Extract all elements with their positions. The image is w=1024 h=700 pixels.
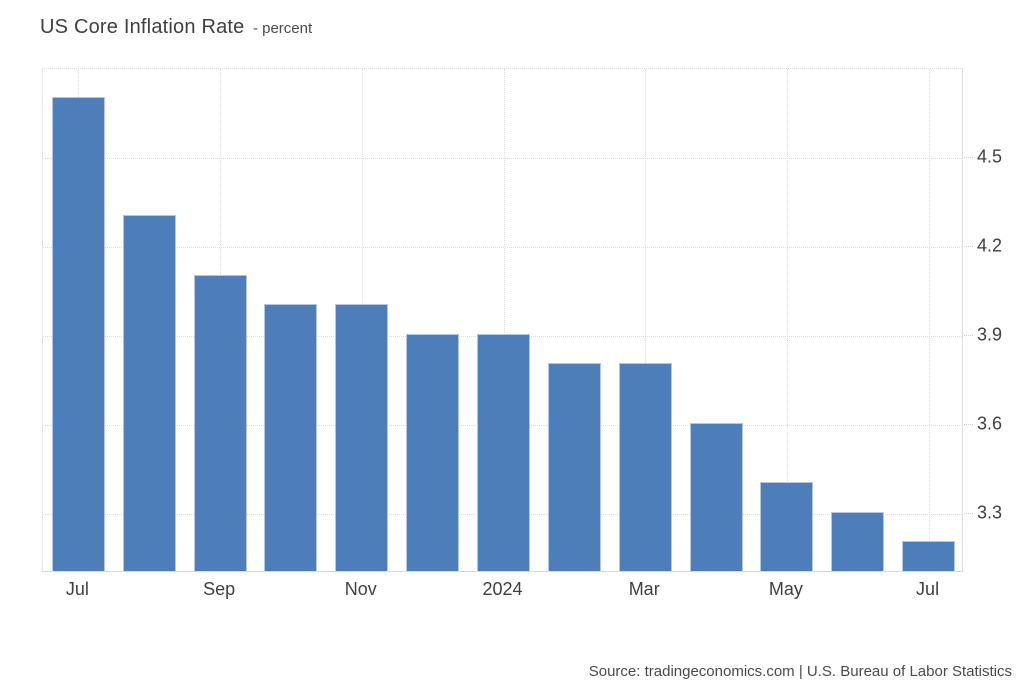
y-tick-label: 4.2 (977, 235, 1003, 256)
y-tick-label: 3.3 (977, 502, 1003, 523)
x-tick-label: 2024 (482, 579, 523, 599)
x-tick-label: Jul (916, 579, 940, 599)
bar-jan-2024 (477, 333, 530, 571)
bar-mar-2024 (618, 363, 672, 571)
v-gridline (786, 69, 788, 571)
bar-jun-2024 (831, 511, 885, 571)
y-tick-mark (964, 423, 973, 425)
y-tick-label: 3.9 (977, 324, 1003, 345)
bar-oct-2023 (264, 304, 318, 571)
y-tick-label: 3.6 (977, 413, 1003, 434)
x-tick-label: Mar (628, 579, 660, 599)
y-tick-mark (964, 512, 973, 514)
bar-feb-2024 (547, 363, 601, 571)
x-tick-label: Sep (203, 579, 236, 599)
bar-may-2024 (760, 482, 814, 571)
bar-jul-2024 (902, 541, 956, 571)
bar-sep-2023 (193, 274, 247, 571)
y-tick-label: 4.5 (977, 146, 1003, 167)
page-title: US Core Inflation Rate (40, 16, 245, 38)
v-gridline (645, 69, 647, 571)
y-tick-mark (964, 334, 973, 336)
x-tick-label: Nov (344, 579, 377, 599)
v-gridline (503, 69, 505, 571)
bar-dec-2023 (406, 333, 460, 571)
y-tick-mark (964, 156, 973, 158)
bar-apr-2024 (689, 422, 743, 571)
h-gridline (43, 157, 962, 159)
chart-header: US Core Inflation Rate - percent (40, 16, 312, 39)
page-subtitle: - percent (252, 20, 313, 37)
bar-nov-2023 (335, 304, 389, 571)
h-gridline (43, 246, 962, 248)
source-attribution: Source: tradingeconomics.com | U.S. Bure… (588, 663, 1012, 680)
bar-jul-2023 (51, 96, 105, 571)
x-tick-label: Jul (65, 579, 89, 599)
v-gridline (928, 69, 930, 571)
y-tick-mark (964, 245, 973, 247)
plot-area (42, 68, 963, 572)
x-tick-label: May (768, 579, 803, 599)
bar-aug-2023 (122, 215, 176, 571)
